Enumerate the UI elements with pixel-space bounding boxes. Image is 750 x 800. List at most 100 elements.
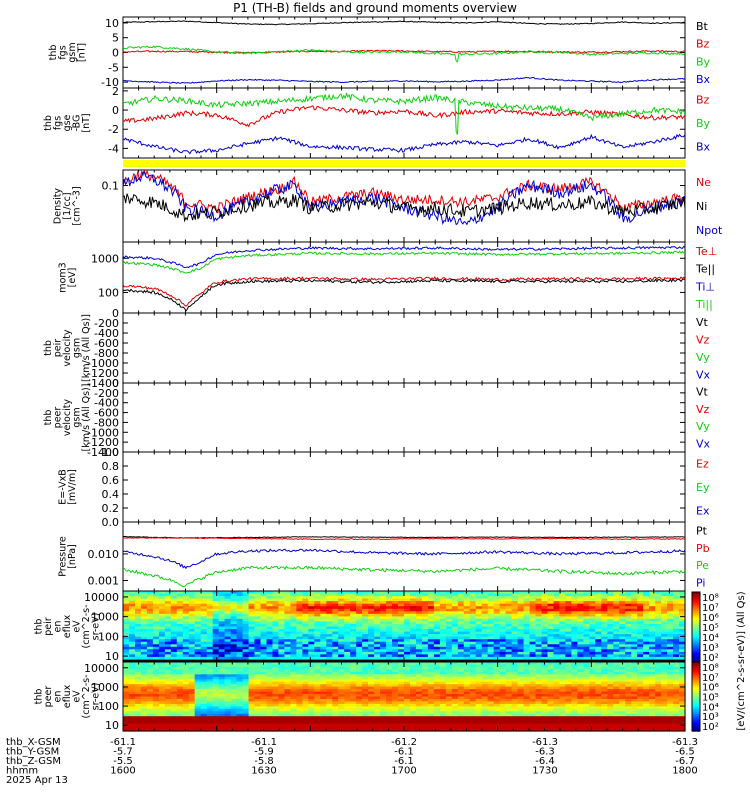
spectrogram-cell xyxy=(152,606,160,610)
spectrogram-cell xyxy=(212,721,220,725)
spectrogram-cell xyxy=(182,639,190,643)
spectrogram-cell xyxy=(266,629,274,633)
spectrogram-cell xyxy=(410,608,417,612)
spectrogram-cell xyxy=(541,649,549,653)
spectrogram-cell xyxy=(146,723,154,727)
spectrogram-cell xyxy=(667,624,674,628)
spectrogram-cell xyxy=(362,711,369,715)
spectrogram-cell xyxy=(146,596,154,600)
spectrogram-cell xyxy=(356,679,363,683)
spectrogram-cell xyxy=(272,671,280,675)
spectrogram-cell xyxy=(613,603,620,607)
spectrogram-cell xyxy=(170,603,178,607)
spectrogram-cell xyxy=(260,618,268,622)
spectrogram-cell xyxy=(386,723,393,727)
spectrogram-cell xyxy=(278,694,285,698)
spectrogram-cell xyxy=(673,591,680,595)
spectrogram-cell xyxy=(344,662,351,666)
spectrogram-cell xyxy=(254,723,262,727)
spectrogram-cell xyxy=(212,631,220,635)
spectrogram-cell xyxy=(200,708,208,712)
spectrogram-cell xyxy=(272,631,280,635)
spectrogram-cell xyxy=(140,708,148,712)
spectrogram-cell xyxy=(164,613,172,617)
spectrogram-cell xyxy=(619,629,626,633)
spectrogram-cell xyxy=(607,629,614,633)
spectrogram-cell xyxy=(679,621,686,625)
spectrogram-cell xyxy=(242,621,250,625)
spectrogram-cell xyxy=(236,694,244,698)
spectrogram-cell xyxy=(224,694,232,698)
spectrogram-cell xyxy=(380,689,387,693)
spectrogram-cell xyxy=(380,681,387,685)
spectrogram-cell xyxy=(290,666,297,670)
spectrogram-cell xyxy=(176,603,184,607)
spectrogram-cell xyxy=(571,631,578,635)
spectrogram-cell xyxy=(541,651,549,655)
spectrogram-cell xyxy=(667,601,674,605)
spectrogram-cell xyxy=(475,641,483,645)
spectrogram-cell xyxy=(655,634,662,638)
spectrogram-cell xyxy=(511,651,519,655)
spectrogram-cell xyxy=(607,601,614,605)
spectrogram-cell xyxy=(182,656,190,660)
spectrogram-cell xyxy=(296,728,303,732)
spectrogram-cell xyxy=(380,662,387,666)
spectrogram-cell xyxy=(146,696,154,700)
spectrogram-cell xyxy=(218,699,226,703)
spectrogram-cell xyxy=(266,711,274,715)
spectrogram-cell xyxy=(380,613,387,617)
spectrogram-cell xyxy=(278,641,285,645)
spectrogram-cell xyxy=(535,598,543,602)
spectrogram-cell xyxy=(374,644,381,648)
spectrogram-cell xyxy=(433,656,441,660)
spectrogram-cell xyxy=(601,641,608,645)
spectrogram-cell xyxy=(535,593,543,597)
spectrogram-cell xyxy=(123,691,130,695)
spectrogram-cell xyxy=(200,713,208,717)
spectrogram-cell xyxy=(344,676,351,680)
spectrogram-cell xyxy=(296,671,303,675)
spectrogram-cell xyxy=(188,611,196,615)
spectrogram-cell xyxy=(368,611,375,615)
spectrogram-cell xyxy=(631,603,638,607)
spectrogram-cell xyxy=(278,603,285,607)
spectrogram-cell xyxy=(182,606,190,610)
spectrogram-cell xyxy=(541,654,549,658)
spectrogram-cell xyxy=(637,646,644,650)
spectrogram-cell xyxy=(368,603,375,607)
spectrogram-cell xyxy=(188,596,196,600)
spectrogram-cell xyxy=(266,651,274,655)
spectrogram-cell xyxy=(296,654,303,658)
spectrogram-cell xyxy=(439,644,447,648)
spectrogram-cell xyxy=(266,718,274,722)
spectrogram-cell xyxy=(158,684,166,688)
spectrogram-cell xyxy=(427,646,435,650)
spectrogram-cell xyxy=(224,641,232,645)
spectrogram-cell xyxy=(386,629,393,633)
spectrogram-cell xyxy=(392,691,399,695)
spectrogram-cell xyxy=(284,679,291,683)
spectrogram-cell xyxy=(272,596,280,600)
spectrogram-cell xyxy=(212,664,220,668)
spectrogram-cell xyxy=(457,641,465,645)
spectrogram-cell xyxy=(589,631,596,635)
spectrogram-cell xyxy=(362,616,369,620)
spectrogram-cell xyxy=(212,641,220,645)
spectrogram-cell xyxy=(194,629,202,633)
spectrogram-cell xyxy=(577,606,584,610)
spectrogram-cell xyxy=(374,611,381,615)
spectrogram-cell xyxy=(565,608,572,612)
spectrogram-cell xyxy=(206,701,214,705)
spectrogram-cell xyxy=(625,603,632,607)
spectrogram-cell xyxy=(206,676,214,680)
spectrogram-cell xyxy=(380,701,387,705)
spectrogram-cell xyxy=(404,713,411,717)
spectrogram-cell xyxy=(230,626,238,630)
spectrogram-cell xyxy=(284,644,291,648)
spectrogram-cell xyxy=(344,713,351,717)
spectrogram-cell xyxy=(218,706,226,710)
spectrogram-cell xyxy=(392,699,399,703)
spectrogram-cell xyxy=(362,591,369,595)
spectrogram-cell xyxy=(129,721,136,725)
